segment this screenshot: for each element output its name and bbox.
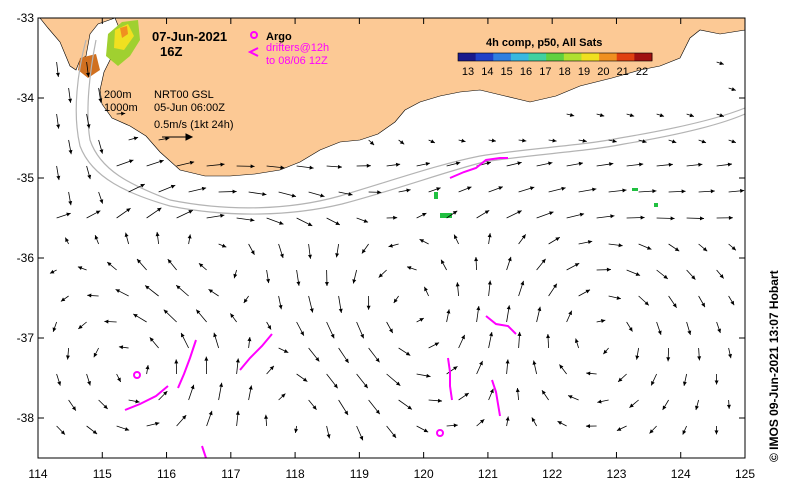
map-hour: 16Z [160,44,182,59]
lon-tick-label: 120 [414,467,434,481]
lon-axis: 114 115 116 117 118 119 120 121 122 123 124 125 [28,18,755,481]
colorbar-title: 4h comp, p50, All Sats [486,37,602,49]
lon-tick-label: 118 [286,467,305,481]
isobath-200-label: 200m [104,89,132,101]
lon-tick-label: 119 [350,467,369,481]
lon-tick-label: 123 [606,467,626,481]
sst-patch [78,20,140,78]
lat-tick-label: -37 [17,331,35,345]
colorbar-tick: 18 [559,66,571,78]
lon-tick-label: 114 [28,467,47,481]
lon-tick-label: 115 [93,467,112,481]
drifter-legend-line1: drifters@12h [266,42,329,54]
lon-tick-label: 125 [735,467,755,481]
lat-tick-label: -36 [17,251,35,265]
credit-strip: © IMOS 09-Jun-2021 13:07 Hobart [752,0,790,470]
source-line2: 05-Jun 06:00Z [154,102,225,114]
colorbar-tick: 15 [501,66,513,78]
source-line1: NRT00 GSL [154,89,214,101]
lon-tick-label: 117 [221,467,240,481]
lat-tick-label: -38 [17,411,35,425]
argo-legend-label: Argo [266,31,292,43]
current-vectors [49,61,745,441]
drifter-legend-line2: to 08/06 12Z [266,55,328,67]
lon-tick-label: 124 [671,467,691,481]
colorbar-tick: 20 [597,66,609,78]
colorbar-tick: 22 [636,66,648,78]
plot-frame [37,17,746,459]
colorbar-tick: 21 [617,66,629,78]
lon-tick-label: 121 [478,467,498,481]
lon-tick-label: 122 [542,467,562,481]
colorbar-tick: 19 [578,66,590,78]
argo-legend-icon [250,31,258,39]
isobath-1000-label: 1000m [104,102,138,114]
drifter-legend-icon [247,47,259,57]
scale-label: 0.5m/s (1kt 24h) [154,119,233,131]
lon-tick-label: 116 [157,467,176,481]
sst-specks [434,188,658,218]
colorbar-tick: 13 [462,66,474,78]
credit-text: © IMOS 09-Jun-2021 13:07 Hobart [767,270,781,462]
scale-arrow [162,133,194,141]
drifter-tracks [124,157,517,459]
colorbar-ticks: 13 14 15 16 17 18 19 20 21 22 [462,66,648,78]
lat-tick-label: -33 [17,11,35,25]
argo-floats [133,371,444,437]
colorbar-tick: 17 [539,66,551,78]
colorbar-tick: 16 [520,66,532,78]
map-date: 07-Jun-2021 [152,29,227,44]
isobaths [75,39,746,215]
colorbar-tick: 14 [481,66,493,78]
lat-tick-label: -34 [17,91,35,105]
colorbar [457,52,653,62]
lat-axis: -33 -34 -35 -36 -37 -38 [17,11,745,425]
lat-tick-label: -35 [17,171,35,185]
